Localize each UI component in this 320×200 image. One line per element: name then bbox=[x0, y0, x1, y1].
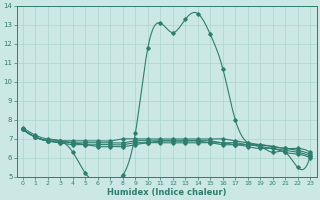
X-axis label: Humidex (Indice chaleur): Humidex (Indice chaleur) bbox=[107, 188, 226, 197]
